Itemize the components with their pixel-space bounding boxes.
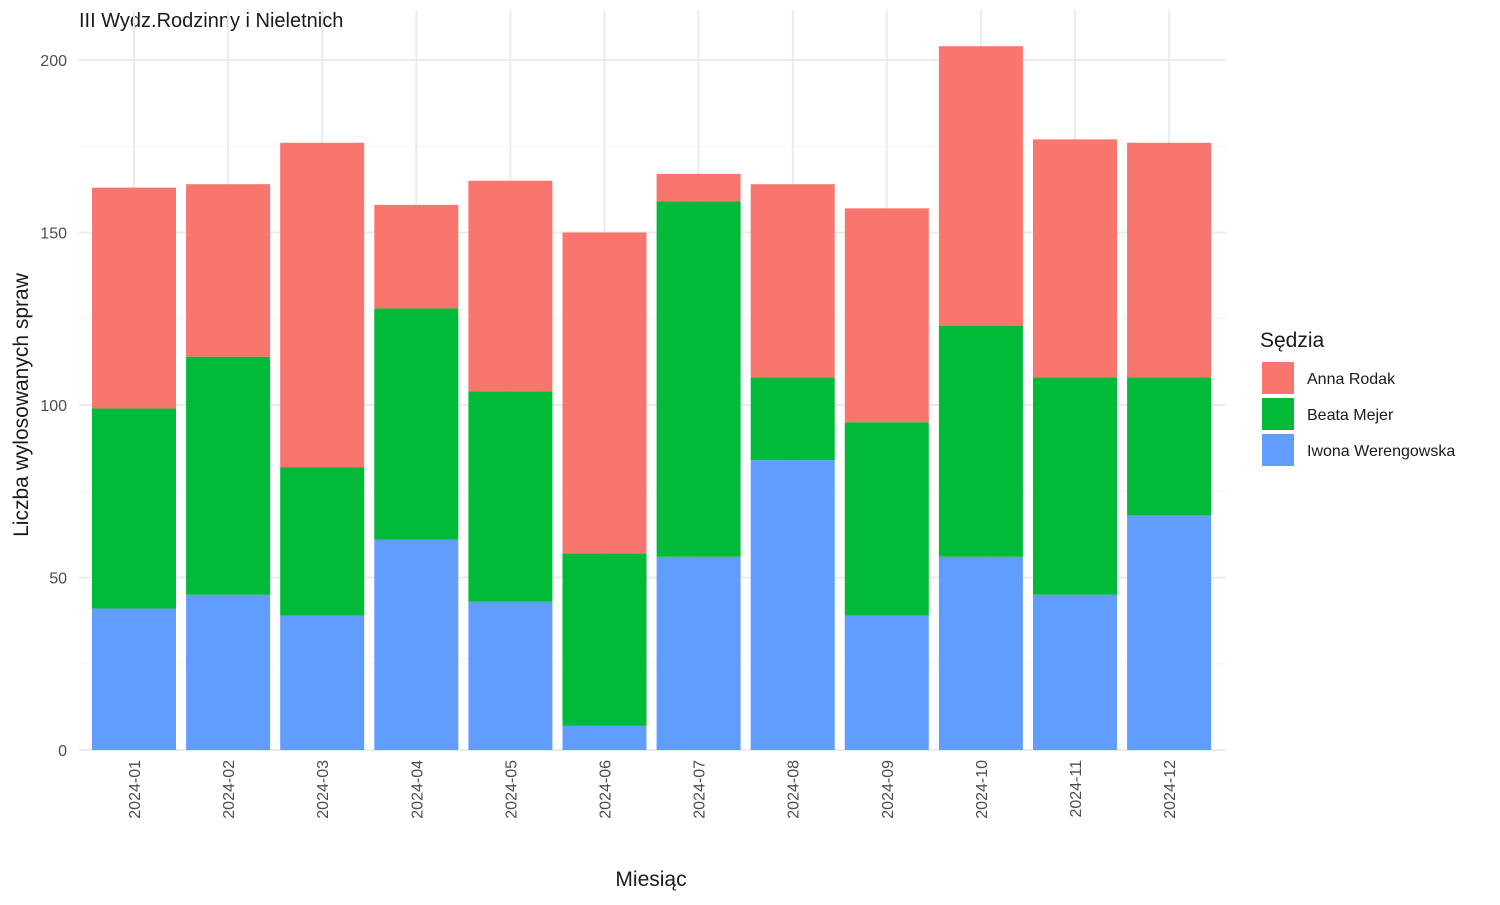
bar-segment-beata-mejer-2024-06 (562, 553, 647, 726)
y-tick-label: 50 (49, 571, 67, 588)
legend: Sędzia Anna Rodak Beata Mejer Iwona Wereng… (1260, 329, 1455, 466)
bar-segment-iwona-werengowska-2024-09 (844, 615, 929, 750)
legend-swatch-beata-mejer (1262, 398, 1294, 430)
bar-segment-iwona-werengowska-2024-10 (938, 556, 1023, 750)
y-axis-ticks: 0 50 100 150 200 (40, 53, 67, 760)
y-tick-label: 0 (58, 743, 67, 760)
bar-segment-iwona-werengowska-2024-05 (468, 601, 553, 750)
bar-segment-beata-mejer-2024-02 (186, 356, 271, 595)
bar-segment-anna-rodak-2024-03 (280, 142, 365, 468)
bar-segment-iwona-werengowska-2024-06 (562, 725, 647, 750)
legend-swatch-anna-rodak (1262, 362, 1294, 394)
x-tick-label: 2024-03 (315, 760, 332, 819)
legend-title: Sędzia (1260, 329, 1325, 352)
bar-segment-beata-mejer-2024-07 (656, 201, 741, 557)
y-tick-label: 100 (40, 398, 67, 415)
bar-segment-anna-rodak-2024-07 (656, 173, 741, 202)
bar-segment-anna-rodak-2024-11 (1033, 139, 1117, 378)
bar-segment-beata-mejer-2024-09 (844, 422, 929, 616)
legend-swatch-iwona-werengowska (1262, 434, 1294, 466)
bar-segment-beata-mejer-2024-12 (1127, 377, 1212, 516)
bar-segment-anna-rodak-2024-01 (92, 187, 176, 409)
x-tick-label: 2024-08 (786, 760, 803, 819)
bar-segment-anna-rodak-2024-09 (844, 208, 929, 423)
bar-segment-anna-rodak-2024-05 (468, 180, 553, 392)
bar-segment-anna-rodak-2024-02 (186, 184, 271, 357)
x-tick-label: 2024-10 (974, 760, 991, 819)
bar-segment-iwona-werengowska-2024-07 (656, 556, 741, 750)
legend-label: Anna Rodak (1307, 371, 1396, 388)
bar-segment-beata-mejer-2024-08 (750, 377, 835, 461)
bar-segment-anna-rodak-2024-10 (938, 46, 1023, 326)
bar-segment-anna-rodak-2024-06 (562, 232, 647, 554)
x-axis-title: Miesiąc (615, 868, 686, 891)
y-tick-label: 200 (40, 53, 67, 70)
x-axis-ticks: 2024-01 2024-02 2024-03 2024-04 2024-05 2024-… (127, 760, 1179, 819)
bar-segment-beata-mejer-2024-01 (92, 408, 176, 609)
bars (92, 46, 1212, 750)
bar-segment-iwona-werengowska-2024-01 (92, 608, 176, 750)
bar-segment-beata-mejer-2024-10 (938, 325, 1023, 557)
bar-segment-anna-rodak-2024-12 (1127, 142, 1212, 378)
x-tick-label: 2024-02 (221, 760, 238, 819)
x-tick-label: 2024-04 (409, 760, 426, 819)
bar-segment-anna-rodak-2024-08 (750, 184, 835, 378)
y-tick-label: 150 (40, 226, 67, 243)
bar-segment-iwona-werengowska-2024-11 (1033, 594, 1117, 750)
bar-segment-beata-mejer-2024-05 (468, 391, 553, 602)
chart-title: III Wydz.Rodzinny i Nieletnich (79, 10, 343, 32)
x-tick-label: 2024-06 (598, 760, 615, 819)
bar-segment-beata-mejer-2024-04 (374, 308, 459, 540)
bar-segment-iwona-werengowska-2024-03 (280, 615, 365, 750)
x-tick-label: 2024-05 (503, 760, 520, 819)
x-tick-label: 2024-09 (880, 760, 897, 819)
bar-segment-iwona-werengowska-2024-02 (186, 594, 271, 750)
legend-label: Iwona Werengowska (1307, 443, 1455, 460)
bar-segment-iwona-werengowska-2024-04 (374, 539, 459, 750)
legend-label: Beata Mejer (1307, 407, 1394, 424)
x-tick-label: 2024-07 (692, 760, 709, 819)
bar-segment-iwona-werengowska-2024-08 (750, 460, 835, 750)
x-tick-label: 2024-12 (1162, 760, 1179, 819)
bar-segment-anna-rodak-2024-04 (374, 204, 459, 309)
bar-segment-iwona-werengowska-2024-12 (1127, 515, 1212, 750)
bar-segment-beata-mejer-2024-11 (1033, 377, 1117, 595)
bar-segment-beata-mejer-2024-03 (280, 467, 365, 616)
x-tick-label: 2024-01 (127, 760, 144, 819)
y-axis-title: Liczba wylosowanych spraw (10, 272, 33, 537)
x-tick-label: 2024-11 (1068, 760, 1085, 818)
